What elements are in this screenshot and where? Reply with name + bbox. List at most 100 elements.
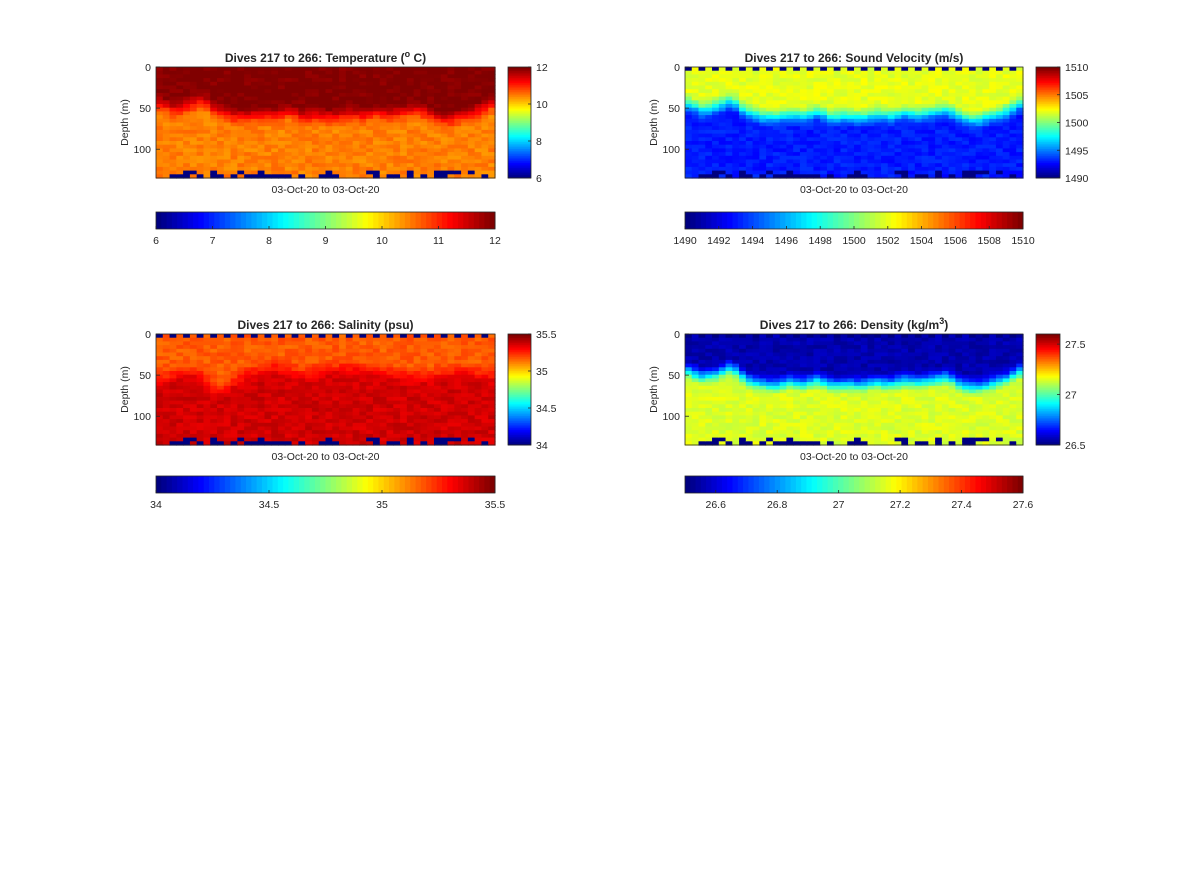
heatmap-cell <box>203 408 211 413</box>
heatmap-cell <box>298 367 306 372</box>
heatmap-cell <box>745 81 754 87</box>
heatmap-cell <box>298 159 306 164</box>
heatmap-cell <box>196 359 205 365</box>
heatmap-cell <box>766 70 774 75</box>
heatmap-cell <box>162 430 171 435</box>
heatmap-cell <box>772 104 781 109</box>
heatmap-cell <box>461 382 469 387</box>
heatmap-cell <box>955 81 963 87</box>
heatmap-cell <box>230 67 238 72</box>
heatmap-cell <box>210 371 218 376</box>
heatmap-cell <box>840 100 848 105</box>
heatmap-cell <box>169 155 177 161</box>
colorbar-tick-label: 8 <box>266 235 272 247</box>
heatmap-cell <box>223 155 232 161</box>
heatmap-cell <box>196 104 205 109</box>
heatmap-cell <box>725 174 733 179</box>
heatmap-cell <box>203 74 211 79</box>
heatmap-cell <box>759 126 767 131</box>
heatmap-cell <box>779 155 787 161</box>
heatmap-cell <box>732 92 740 98</box>
heatmap-cell <box>196 337 205 342</box>
heatmap-cell <box>400 163 408 168</box>
heatmap-cell <box>352 85 360 90</box>
heatmap-cell <box>352 74 360 79</box>
heatmap-cell <box>325 141 333 146</box>
heatmap-cell <box>244 345 252 350</box>
heatmap-cell <box>1002 126 1011 131</box>
heatmap-cell <box>461 415 469 420</box>
heatmap-cell <box>217 348 225 354</box>
heatmap-cell <box>176 74 184 79</box>
heatmap-cell <box>305 348 313 354</box>
heatmap-cell <box>162 170 171 175</box>
heatmap-cell <box>359 85 367 90</box>
heatmap-cell <box>311 155 320 161</box>
heatmap-cell <box>467 100 476 105</box>
heatmap-cell <box>325 341 333 346</box>
heatmap-cell <box>921 100 929 105</box>
colorbar-segment <box>508 75 531 78</box>
heatmap-cell <box>284 422 293 428</box>
heatmap-cell <box>474 141 483 146</box>
heatmap-cell <box>420 96 428 101</box>
heatmap-cell <box>427 378 435 383</box>
heatmap-cell <box>433 367 442 372</box>
heatmap-cell <box>311 152 320 157</box>
heatmap-cell <box>901 133 909 138</box>
heatmap-cell <box>806 170 815 175</box>
heatmap-cell <box>203 126 211 131</box>
heatmap-cell <box>941 115 950 120</box>
heatmap-cell <box>162 400 171 405</box>
heatmap-cell <box>772 85 781 90</box>
heatmap-cell <box>914 163 923 168</box>
heatmap-cell <box>176 371 184 376</box>
heatmap-cell <box>291 141 299 146</box>
heatmap-cell <box>264 433 272 439</box>
colorbar-segment <box>304 212 311 229</box>
heatmap-cell <box>189 170 198 175</box>
heatmap-cell <box>698 78 706 83</box>
heatmap-cell <box>955 85 963 90</box>
heatmap-cell <box>311 159 320 164</box>
heatmap-cell <box>284 170 293 175</box>
heatmap-cell <box>311 133 320 138</box>
heatmap-cell <box>820 148 828 153</box>
colorbar-segment <box>447 476 454 493</box>
heatmap-cell <box>203 356 211 361</box>
heatmap-cell <box>291 81 299 87</box>
heatmap-cell <box>278 334 286 339</box>
colorbar-segment <box>508 337 531 340</box>
heatmap-cell <box>264 107 272 112</box>
colorbar-segment <box>187 212 194 229</box>
heatmap-cell <box>359 374 367 379</box>
heatmap-cell <box>305 170 313 175</box>
heatmap-cell <box>352 385 360 391</box>
heatmap-cell <box>833 111 842 116</box>
heatmap-cell <box>752 78 760 83</box>
heatmap-cell <box>217 141 225 146</box>
heatmap-cell <box>366 363 374 368</box>
heatmap-cell <box>318 152 327 157</box>
heatmap-cell <box>799 122 808 127</box>
heatmap-cell <box>813 148 821 153</box>
heatmap-cell <box>440 133 449 138</box>
colorbar-segment <box>917 212 924 229</box>
heatmap-cell <box>1002 122 1011 127</box>
heatmap-cell <box>766 96 774 101</box>
heatmap-cell <box>908 163 916 168</box>
heatmap-cell <box>935 137 943 142</box>
heatmap-cell <box>759 89 767 94</box>
heatmap-cell <box>427 411 435 416</box>
heatmap-cell <box>372 89 381 94</box>
heatmap-cell <box>881 96 889 101</box>
heatmap-cell <box>759 144 767 149</box>
heatmap-cell <box>440 400 449 405</box>
heatmap-cell <box>359 163 367 168</box>
heatmap-cell <box>447 441 455 446</box>
heatmap-cell <box>440 107 449 112</box>
heatmap-cell <box>860 89 869 94</box>
heatmap-cell <box>975 89 984 94</box>
heatmap-cell <box>420 389 428 394</box>
heatmap-cell <box>413 348 422 354</box>
